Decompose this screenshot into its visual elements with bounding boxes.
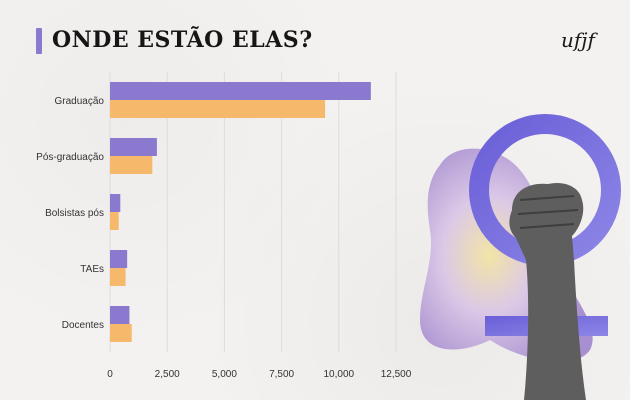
bar-series2 (110, 324, 132, 342)
bar-series2 (110, 268, 126, 286)
bar-series2 (110, 212, 119, 230)
bar-series1 (110, 250, 128, 268)
category-label: Docentes (62, 320, 104, 331)
bar-series1 (110, 306, 130, 324)
bar-series1 (110, 82, 371, 100)
category-label: TAEs (80, 264, 104, 275)
bars (110, 82, 371, 342)
bar-series2 (110, 100, 326, 118)
ufjf-logo: ufjf (561, 28, 595, 52)
x-tick-label: 5,000 (212, 369, 237, 380)
title-accent-bar (36, 28, 42, 54)
x-tick-label: 2,500 (155, 369, 180, 380)
bar-series2 (110, 156, 153, 174)
category-label: Graduação (55, 96, 105, 107)
x-tick-label: 10,000 (324, 369, 355, 380)
raised-fist-icon (509, 182, 586, 400)
x-tick-label: 7,500 (269, 369, 294, 380)
x-tick-label: 12,500 (381, 369, 412, 380)
bar-series1 (110, 138, 157, 156)
bar-series1 (110, 194, 121, 212)
category-label: Bolsistas pós (45, 208, 104, 219)
category-label: Pós-graduação (36, 152, 104, 163)
grid (109, 72, 397, 352)
labels: 0 2,500 5,000 7,500 10,000 12,500 Graduação Pós… (36, 96, 412, 380)
x-tick-label: 0 (107, 369, 113, 380)
page-title: ONDE ESTÃO ELAS? (52, 27, 313, 53)
